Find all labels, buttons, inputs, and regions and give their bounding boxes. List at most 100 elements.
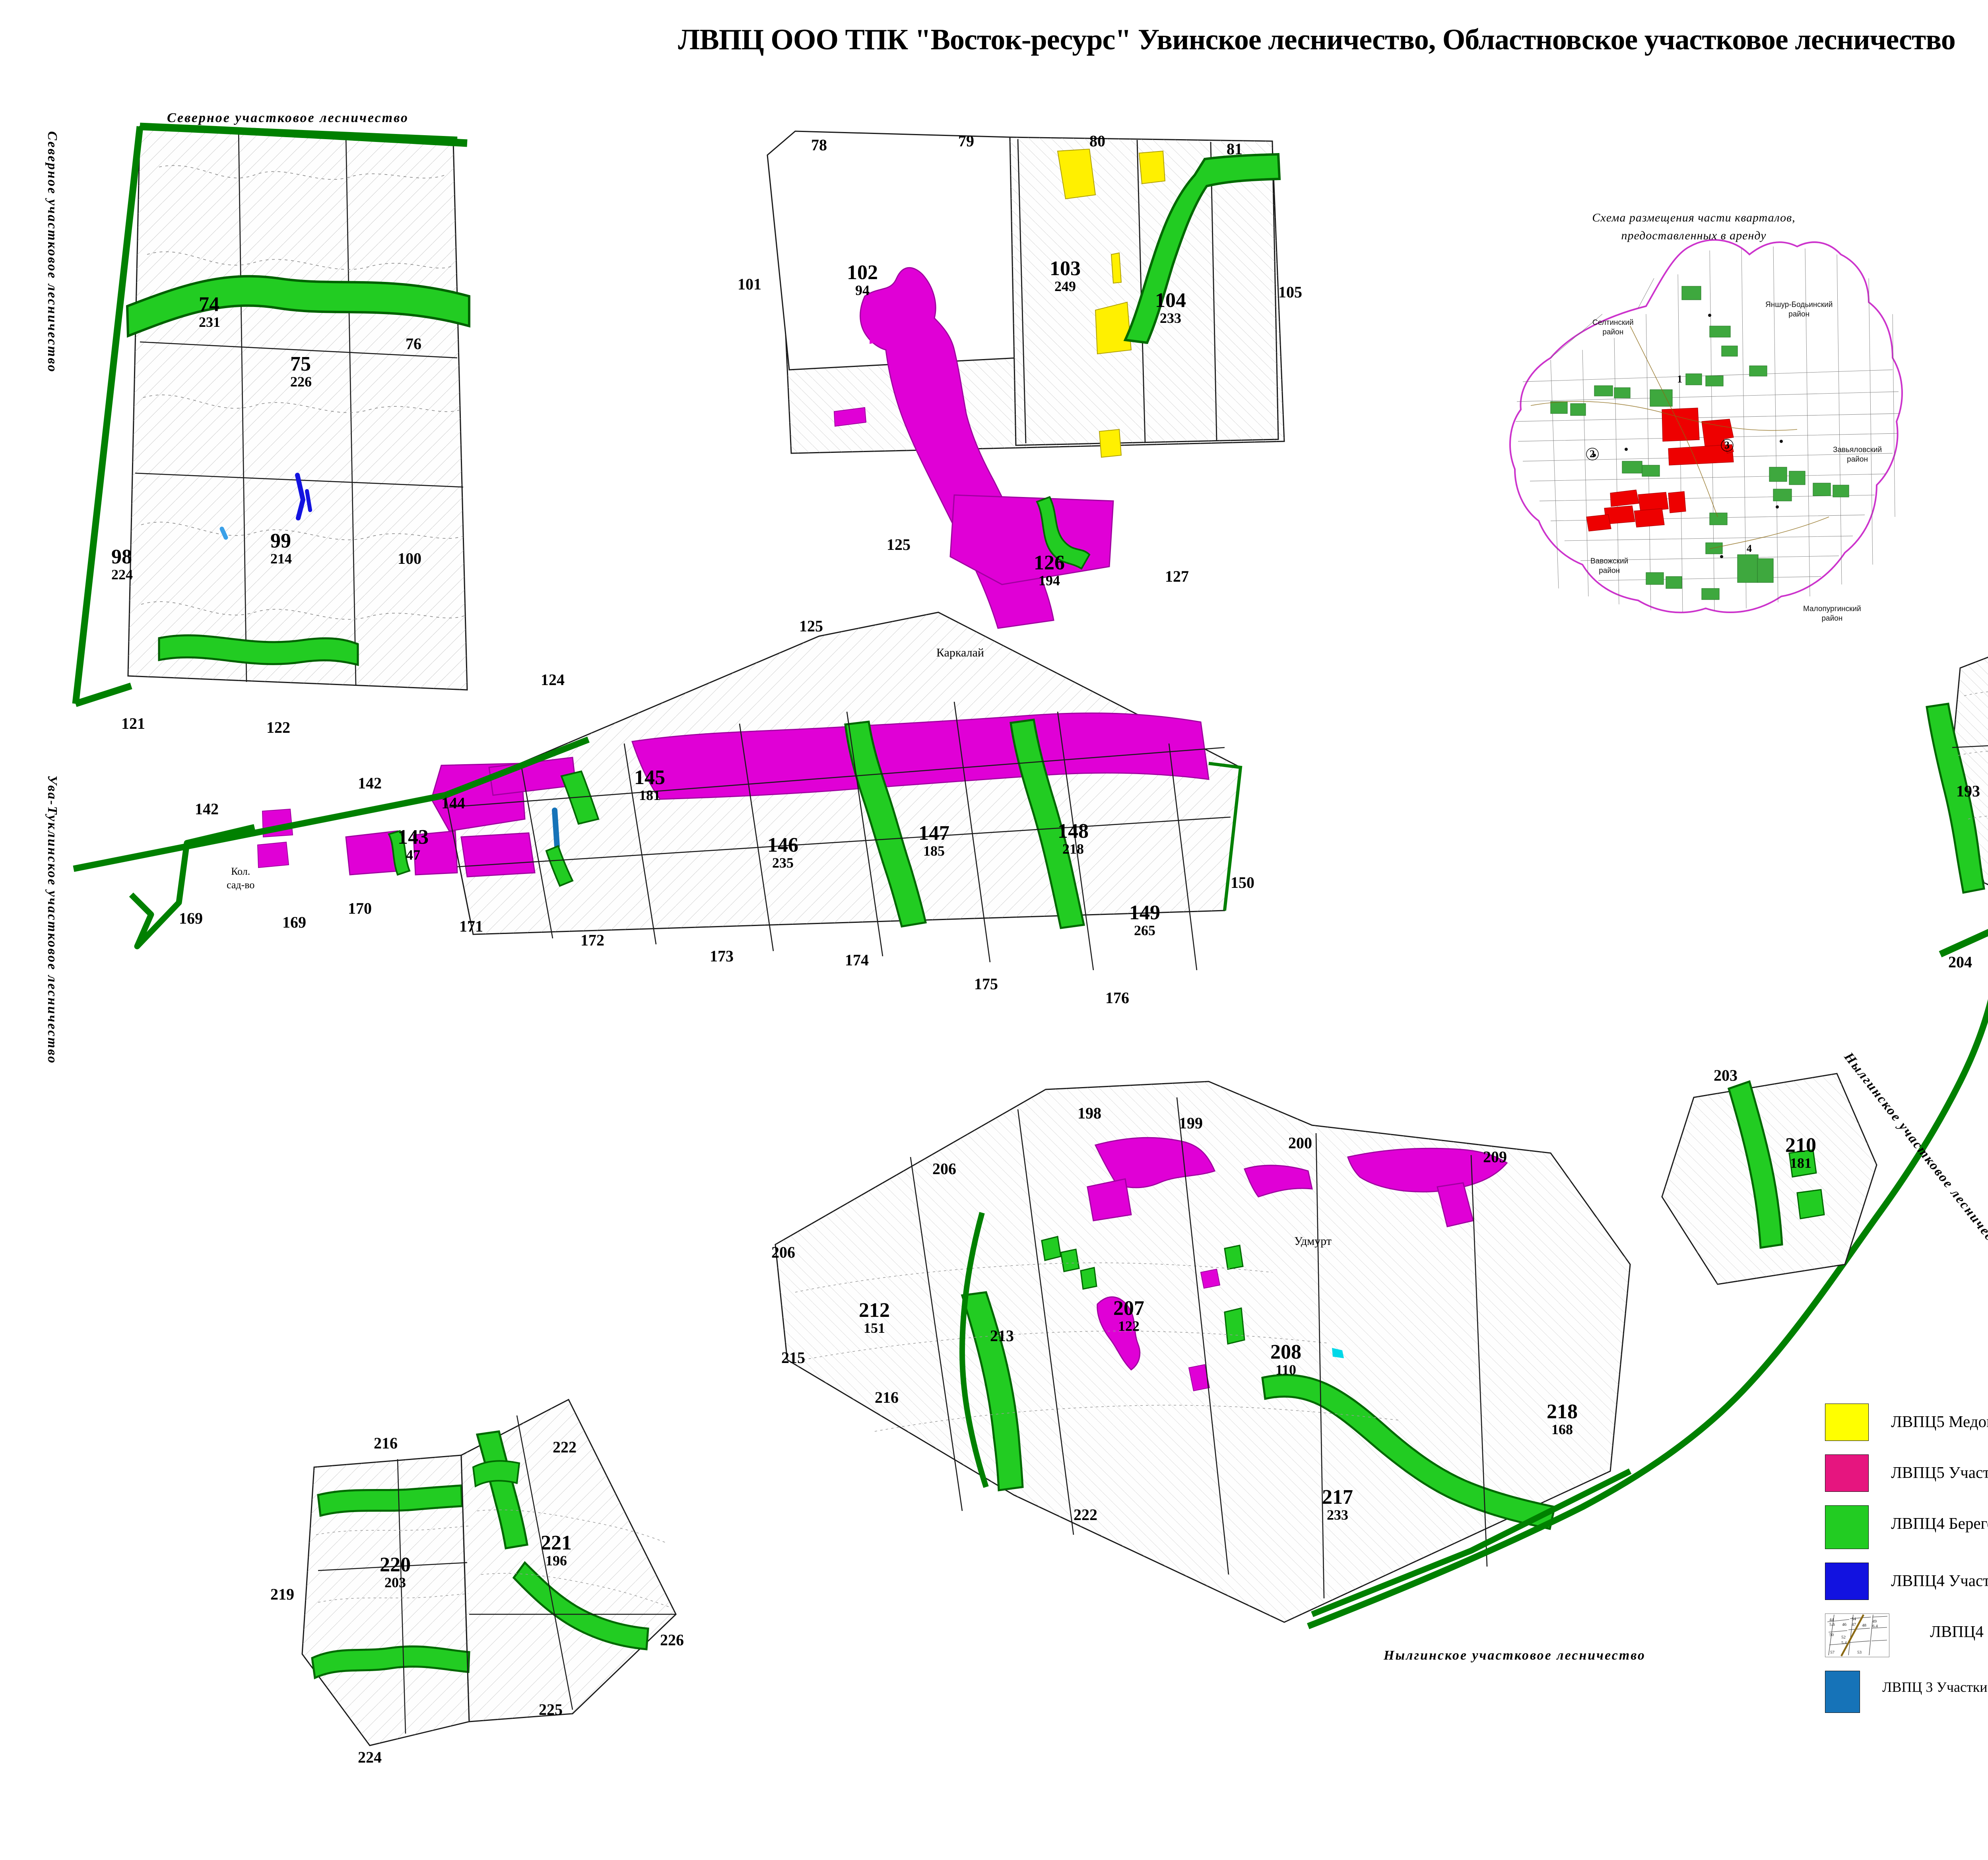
block-area-value: 226 (290, 374, 312, 390)
svg-text:2: 2 (1590, 448, 1595, 460)
block-area-value: 203 (384, 1575, 406, 1590)
block-number-216: 216 (374, 1435, 398, 1451)
block-number-121: 121 (121, 716, 145, 732)
block-number-102: 102 94 (847, 261, 878, 298)
block-number-225: 225 (539, 1702, 563, 1718)
block-number-174: 174 (845, 952, 869, 968)
block-number-value: 78 (811, 136, 827, 154)
block-number-104: 104 233 (1155, 289, 1186, 326)
block-number-value: 224 (358, 1748, 382, 1766)
block-number-value: 146 (767, 834, 798, 856)
block-number-value: 207 (1113, 1297, 1144, 1320)
block-number-78: 78 (811, 137, 827, 153)
block-area-value: 168 (1551, 1421, 1573, 1437)
block-number-value: 175 (974, 975, 998, 993)
block-number-171: 171 (459, 918, 483, 934)
block-number-193: 193 (1956, 783, 1980, 799)
block-number-value: 203 (1714, 1066, 1738, 1084)
block-number-222: 222 (553, 1439, 577, 1455)
block-number-value: 79 (958, 132, 974, 150)
block-number-value: 74 (199, 293, 219, 316)
block-number-206: 206 (932, 1161, 956, 1177)
block-number-199: 199 (1179, 1115, 1203, 1131)
block-number-value: 100 (398, 549, 421, 567)
block-number-value: 171 (459, 917, 483, 935)
svg-text:57: 57 (1830, 1650, 1835, 1655)
block-number-210: 210 181 (1785, 1135, 1816, 1171)
svg-text:52: 52 (1841, 1635, 1846, 1640)
block-number-126: 126 194 (1034, 553, 1065, 588)
block-number-value: 173 (710, 947, 734, 965)
forestry-label-nylginskoe-diag: Нылгинское участковое лесничество (1841, 1050, 1988, 1266)
inset-overview-map: 1 2 3 4 (1509, 239, 1903, 614)
block-number-221: 221 196 (541, 1533, 572, 1568)
inset-caption: Схема размещения части кварталов, предос… (1543, 209, 1845, 245)
block-area-value: 218 (1062, 841, 1084, 857)
legend-swatch (1825, 1404, 1869, 1441)
block-number-value: 126 (1034, 551, 1065, 574)
block-number-value: 198 (1077, 1104, 1101, 1122)
inset-district-label-line: район (1821, 614, 1843, 623)
map-region-central (73, 494, 1242, 971)
block-number-value: 200 (1288, 1134, 1312, 1152)
block-number-value: 104 (1155, 289, 1186, 312)
block-area-value: 233 (1160, 310, 1181, 326)
block-number-value: 222 (1074, 1506, 1097, 1524)
village-label: Каркалай (936, 646, 984, 660)
block-number-145: 145 181 (634, 767, 665, 803)
block-number-value: 193 (1956, 782, 1980, 800)
inset-district-label-line: район (1788, 310, 1810, 318)
block-number-217: 217 233 (1322, 1487, 1353, 1522)
svg-text:47: 47 (1852, 1622, 1856, 1627)
svg-text:53: 53 (1857, 1650, 1862, 1655)
block-number-value: 213 (990, 1327, 1014, 1345)
legend-swatch-road-sample: 44 5.6 46 54 47 48 49 6.4 50 52 5.4 57 53 (1825, 1613, 1889, 1657)
block-area-value: 233 (1327, 1507, 1348, 1523)
block-number-value: 225 (539, 1701, 563, 1718)
block-number-value: 124 (541, 671, 565, 689)
block-number-125: 125 (887, 537, 911, 553)
block-number-142: 142 (358, 775, 382, 791)
block-area-value: 47 (406, 847, 420, 863)
block-number-100: 100 (398, 551, 421, 567)
block-number-value: 98 (111, 546, 132, 568)
block-number-169: 169 (282, 914, 306, 930)
svg-text:3: 3 (1724, 439, 1730, 451)
legend-label: ЛВПЦ5 Медоносные участки леса (1891, 1412, 1988, 1431)
block-number-value: 142 (358, 774, 382, 792)
block-number-value: 102 (847, 261, 878, 284)
block-number-value: 222 (553, 1438, 577, 1456)
block-area-value: 265 (1134, 922, 1155, 938)
legend-row: ЛВПЦ5 Участки леса вокруг населенных пун… (1825, 1454, 1988, 1492)
block-number-213: 213 (990, 1328, 1014, 1344)
block-number-216: 216 (875, 1390, 899, 1406)
block-number-147: 147 185 (918, 823, 949, 858)
block-number-value: 125 (799, 617, 823, 635)
block-number-value: 219 (270, 1585, 294, 1603)
block-number-value: 208 (1270, 1341, 1301, 1363)
block-area-value: 181 (639, 787, 660, 803)
legend-label: ЛВПЦ4 Защитные леса вдоль автодорог (1930, 1622, 1988, 1641)
block-number-value: 150 (1231, 874, 1254, 891)
block-number-79: 79 (958, 133, 974, 149)
svg-text:46: 46 (1842, 1622, 1847, 1627)
block-number-198: 198 (1077, 1105, 1101, 1121)
block-area-value: 214 (270, 551, 292, 567)
block-number-149: 149 265 (1129, 903, 1160, 938)
block-number-74: 74 231 (199, 293, 220, 330)
forestry-label-severnoe-vert: Северное участковое лесничество (45, 131, 60, 373)
block-number-176: 176 (1105, 990, 1129, 1006)
block-number-value: 142 (195, 800, 219, 818)
block-number-127: 127 (1165, 569, 1189, 584)
block-area-value: 185 (923, 843, 945, 859)
block-number-144: 144 (441, 795, 465, 811)
block-number-value: 127 (1165, 567, 1189, 585)
legend-row: ЛВПЦ4 Берегозащитные участки, Участки вд… (1825, 1505, 1988, 1549)
block-area-value: 231 (199, 314, 220, 330)
legend-label: ЛВПЦ4 Берегозащитные участки, Участки вд… (1891, 1514, 1988, 1532)
block-number-200: 200 (1288, 1135, 1312, 1151)
legend: ЛВПЦ5 Медоносные участки леса ЛВПЦ5 Участ… (1825, 1404, 1988, 1726)
inset-district-label: Яншур-Бодьинский район (1765, 300, 1833, 319)
